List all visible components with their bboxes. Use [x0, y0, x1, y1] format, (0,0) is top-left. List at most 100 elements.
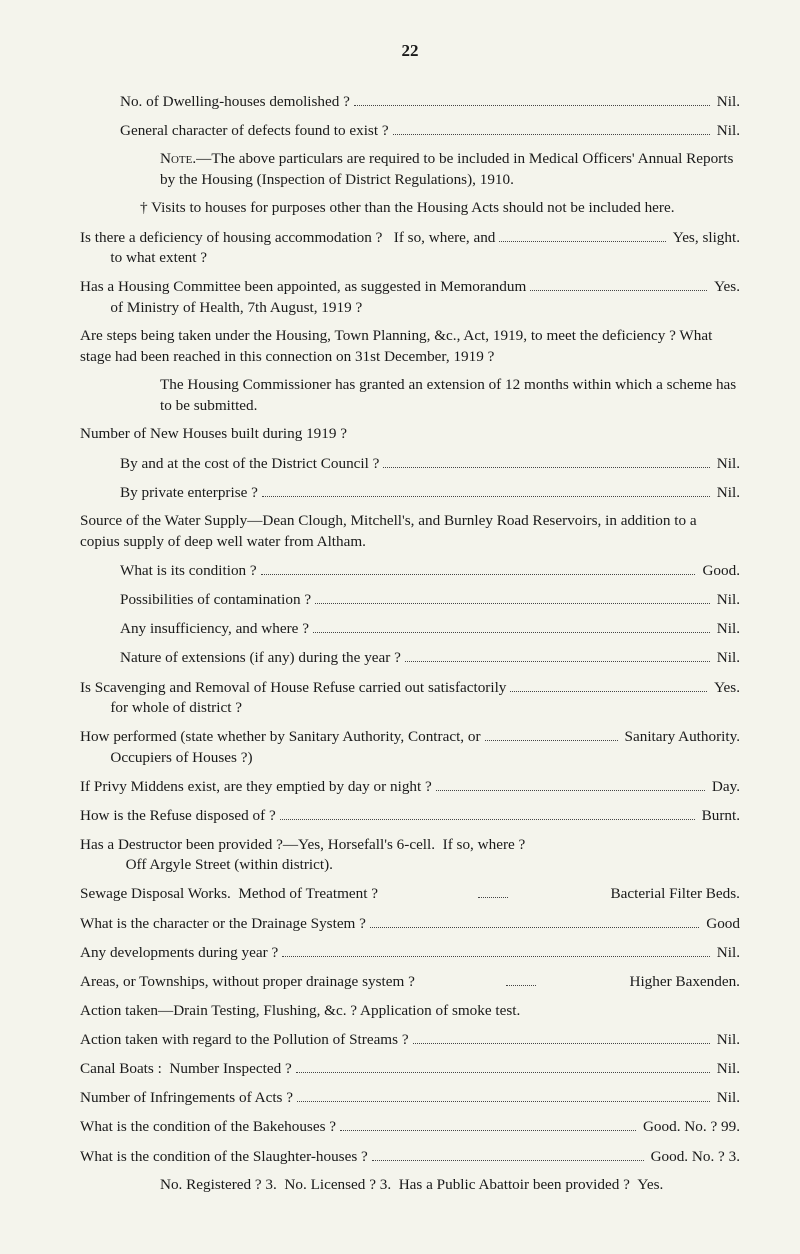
- answer-text: Burnt.: [699, 806, 740, 827]
- question-text: If Privy Middens exist, are they emptied…: [80, 777, 432, 798]
- question-text: What is the condition of the Slaughter-h…: [80, 1147, 368, 1168]
- answer-text: Nil.: [714, 92, 740, 113]
- answer-text: Good: [703, 914, 740, 935]
- leader-dots: [354, 91, 710, 106]
- question-text: What is its condition ?: [120, 561, 257, 582]
- qa-line: Is Scavenging and Removal of House Refus…: [80, 677, 740, 719]
- leader-dots: [405, 648, 710, 663]
- question-text: What is the character or the Drainage Sy…: [80, 914, 366, 935]
- leader-dots: [485, 727, 618, 742]
- paragraph: Number of New Houses built during 1919 ?: [80, 424, 740, 445]
- page-number: 22: [80, 40, 740, 63]
- question-text: Areas, or Townships, without proper drai…: [80, 972, 415, 993]
- question-text: What is the condition of the Bakehouses …: [80, 1117, 336, 1138]
- paragraph: Are steps being taken under the Housing,…: [80, 326, 740, 367]
- paragraph: Action taken—Drain Testing, Flushing, &c…: [80, 1001, 740, 1022]
- leader-dots: [262, 482, 710, 497]
- answer-text: Day.: [709, 777, 740, 798]
- question-text: Has a Housing Committee been appointed, …: [80, 277, 526, 318]
- answer-text: Nil.: [714, 1088, 740, 1109]
- leader-dots: [297, 1087, 710, 1102]
- question-text: Is there a deficiency of housing accommo…: [80, 228, 495, 269]
- answer-text: Nil.: [714, 483, 740, 504]
- answer-text: Nil.: [714, 648, 740, 669]
- qa-line: Action taken with regard to the Pollutio…: [80, 1029, 740, 1050]
- qa-line: General character of defects found to ex…: [120, 120, 740, 141]
- leader-dots: [261, 560, 696, 575]
- question-text: Number of Infringements of Acts ?: [80, 1088, 293, 1109]
- qa-line: By and at the cost of the District Counc…: [120, 453, 740, 474]
- answer-text: Nil.: [714, 1059, 740, 1080]
- answer-text: Higher Baxenden.: [626, 972, 740, 993]
- answer-text: Good. No. ? 3.: [648, 1147, 740, 1168]
- paragraph: Has a Destructor been provided ?—Yes, Ho…: [80, 835, 740, 876]
- answer-text: Good. No. ? 99.: [640, 1117, 740, 1138]
- question-text: By private enterprise ?: [120, 483, 258, 504]
- qa-line: What is the character or the Drainage Sy…: [80, 913, 740, 934]
- qa-line: Any insufficiency, and where ? Nil.: [120, 619, 740, 640]
- answer-text: Bacterial Filter Beds.: [608, 884, 740, 905]
- qa-line: Is there a deficiency of housing accommo…: [80, 227, 740, 269]
- leader-dots: [315, 589, 710, 604]
- leader-dots: [530, 277, 707, 292]
- qa-line: No. of Dwelling-houses demolished ? Nil.: [120, 91, 740, 112]
- answer-text: Nil.: [714, 121, 740, 142]
- answer-text: Nil.: [714, 590, 740, 611]
- leader-dots: [340, 1117, 636, 1132]
- leader-dots: [413, 1029, 710, 1044]
- qa-line: Areas, or Townships, without proper drai…: [80, 971, 740, 992]
- qa-line: Possibilities of contamination ? Nil.: [120, 589, 740, 610]
- leader-dots: [372, 1146, 644, 1161]
- qa-line: Has a Housing Committee been appointed, …: [80, 277, 740, 319]
- qa-line: By private enterprise ? Nil.: [120, 482, 740, 503]
- qa-line: Nature of extensions (if any) during the…: [120, 648, 740, 669]
- question-text: General character of defects found to ex…: [120, 121, 389, 142]
- answer-text: Sanitary Authority.: [622, 727, 740, 748]
- leader-dots: [296, 1058, 710, 1073]
- document-page: 22 No. of Dwelling-houses demolished ? Ni…: [0, 0, 800, 1254]
- qa-line: How is the Refuse disposed of ? Burnt.: [80, 806, 740, 827]
- document-body: No. of Dwelling-houses demolished ? Nil. G…: [80, 91, 740, 1196]
- answer-text: Nil.: [714, 1030, 740, 1051]
- leader-dots: [280, 806, 695, 821]
- question-text: Is Scavenging and Removal of House Refus…: [80, 678, 506, 719]
- question-text: How performed (state whether by Sanitary…: [80, 727, 481, 768]
- qa-line: How performed (state whether by Sanitary…: [80, 727, 740, 769]
- paragraph: Note.—The above particulars are required…: [160, 149, 740, 190]
- qa-line: What is its condition ? Good.: [120, 560, 740, 581]
- qa-line: Number of Infringements of Acts ? Nil.: [80, 1087, 740, 1108]
- paragraph: No. Registered ? 3. No. Licensed ? 3. Ha…: [160, 1175, 740, 1196]
- answer-text: Yes.: [711, 678, 740, 699]
- answer-text: Good.: [699, 561, 740, 582]
- question-text: How is the Refuse disposed of ?: [80, 806, 276, 827]
- qa-line: Canal Boats : Number Inspected ? Nil.: [80, 1058, 740, 1079]
- leader-dots: [383, 453, 709, 468]
- leader-dots: [510, 677, 707, 692]
- paragraph: The Housing Commissioner has granted an …: [160, 375, 740, 416]
- question-text: Any insufficiency, and where ?: [120, 619, 309, 640]
- question-text: Any developments during year ?: [80, 943, 278, 964]
- qa-line: What is the condition of the Bakehouses …: [80, 1117, 740, 1138]
- leader-dots: [478, 884, 508, 899]
- qa-line: Any developments during year ? Nil.: [80, 942, 740, 963]
- leader-dots: [282, 942, 710, 957]
- leader-dots: [370, 913, 699, 928]
- leader-dots: [393, 120, 710, 135]
- answer-text: Nil.: [714, 943, 740, 964]
- question-text: Canal Boats : Number Inspected ?: [80, 1059, 292, 1080]
- qa-line: Sewage Disposal Works. Method of Treatme…: [80, 884, 740, 905]
- paragraph: † Visits to houses for purposes other th…: [140, 198, 740, 219]
- question-text: Possibilities of contamination ?: [120, 590, 311, 611]
- question-text: Sewage Disposal Works. Method of Treatme…: [80, 884, 378, 905]
- question-text: No. of Dwelling-houses demolished ?: [120, 92, 350, 113]
- leader-dots: [436, 776, 705, 791]
- qa-line: If Privy Middens exist, are they emptied…: [80, 776, 740, 797]
- question-text: Nature of extensions (if any) during the…: [120, 648, 401, 669]
- qa-line: What is the condition of the Slaughter-h…: [80, 1146, 740, 1167]
- answer-text: Nil.: [714, 619, 740, 640]
- leader-dots: [499, 227, 665, 242]
- question-text: By and at the cost of the District Counc…: [120, 454, 379, 475]
- answer-text: Yes, slight.: [670, 228, 740, 249]
- answer-text: Yes.: [711, 277, 740, 298]
- answer-text: Nil.: [714, 454, 740, 475]
